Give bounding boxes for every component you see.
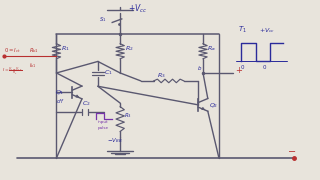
Text: $0$: $0$ [240, 63, 245, 71]
Text: $R_1$: $R_1$ [61, 44, 70, 53]
Text: $off$: $off$ [56, 97, 66, 105]
Text: $R_{b1}$: $R_{b1}$ [29, 46, 39, 55]
Text: $Q_2$: $Q_2$ [209, 101, 219, 110]
Text: $R_a$: $R_a$ [207, 44, 216, 53]
Text: $0$: $0$ [262, 63, 267, 71]
Text: $C_2$: $C_2$ [82, 99, 91, 108]
Text: $I_{b1}$: $I_{b1}$ [29, 61, 37, 70]
Text: pulse: pulse [98, 126, 109, 130]
Text: $+V_{cc}$: $+V_{cc}$ [259, 26, 275, 35]
Text: $S_1$: $S_1$ [100, 15, 107, 24]
Text: $+$: $+$ [235, 65, 243, 75]
Text: $T_1$: $T_1$ [238, 25, 247, 35]
Text: $Q_1$: $Q_1$ [55, 88, 64, 97]
Text: $-$: $-$ [287, 145, 297, 155]
Text: $-V_{BB}$: $-V_{BB}$ [108, 136, 123, 145]
Text: $b$: $b$ [197, 64, 202, 72]
Text: $+V_{cc}$: $+V_{cc}$ [128, 3, 148, 15]
Text: $I=\frac{V_c-V_{ce}}{R_1}$: $I=\frac{V_c-V_{ce}}{R_1}$ [2, 66, 23, 78]
Text: $C_1$: $C_1$ [104, 68, 112, 77]
Text: $0=I_{ct}$: $0=I_{ct}$ [4, 46, 21, 55]
Text: $R_3$: $R_3$ [124, 111, 132, 120]
Text: $R_3$: $R_3$ [157, 71, 165, 80]
Text: input: input [98, 120, 108, 125]
Text: $R_2$: $R_2$ [125, 44, 134, 53]
